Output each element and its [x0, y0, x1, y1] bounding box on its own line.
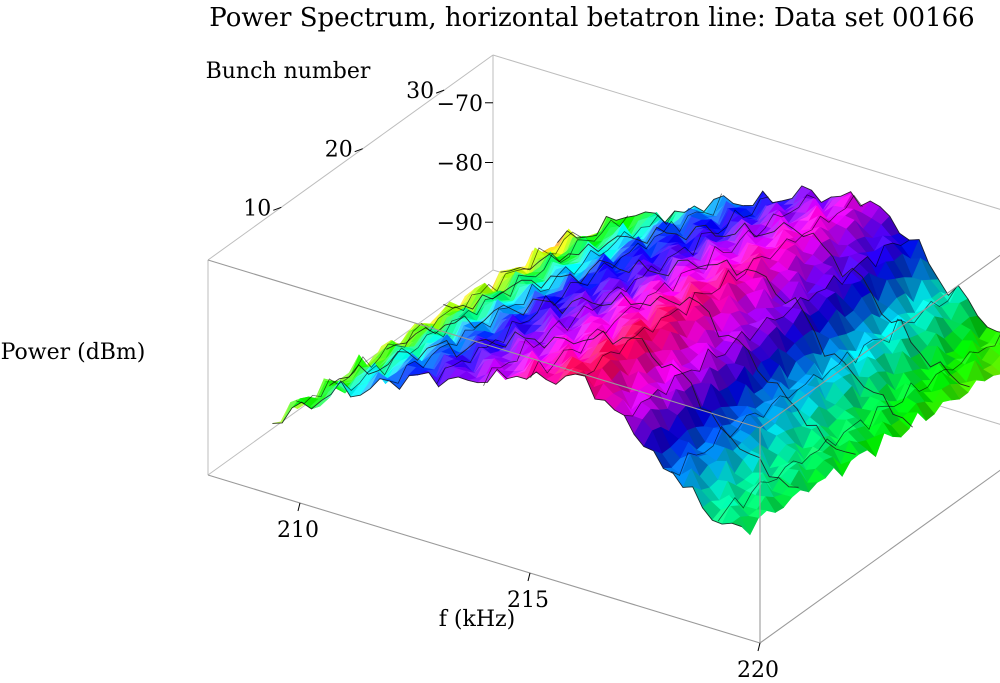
- box-edge-back-2: [492, 54, 1000, 210]
- frequency-line-2: [389, 210, 676, 384]
- box-edge-back-5: [207, 54, 494, 261]
- box-edge-front-1: [759, 469, 1000, 644]
- z-tick-label: −80: [437, 152, 483, 177]
- x-tick-label: 210: [277, 518, 319, 543]
- y-tick-mark: [435, 89, 445, 94]
- frequency-line-7: [624, 239, 910, 417]
- y-tick-label: 20: [325, 138, 353, 163]
- frequency-line-5: [530, 194, 816, 379]
- frequency-line-1: [342, 215, 629, 391]
- bunch-line-29: [500, 222, 970, 388]
- x-tick-label: 220: [737, 658, 779, 683]
- y-tick-mark: [273, 206, 282, 211]
- y-tick-label: 30: [406, 79, 434, 104]
- frequency-line-9: [717, 334, 1000, 522]
- bunch-line-1: [272, 368, 742, 528]
- x-axis-title: f (kHz): [439, 607, 515, 632]
- y-tick-label: 10: [243, 196, 271, 221]
- frequency-line-4: [483, 196, 769, 386]
- x-tick-mark: [297, 502, 301, 512]
- bunch-line-36: [557, 185, 1000, 333]
- box-edge-front-3: [207, 259, 761, 429]
- bunch-contour-lines: [272, 185, 1000, 528]
- frequency-line-0: [295, 231, 582, 404]
- x-tick-label: 215: [507, 588, 549, 613]
- y-tick-mark: [354, 148, 363, 153]
- frequency-line-8: [671, 287, 957, 476]
- z-tick-label: −90: [437, 211, 483, 236]
- bunch-line-22: [443, 259, 913, 428]
- z-axis-title: Power (dBm): [1, 340, 146, 365]
- x-tick-mark: [527, 572, 531, 582]
- surface-mesh: [272, 185, 1000, 536]
- frequency-line-3: [436, 193, 722, 385]
- axis-ticks: 210 215 220 10 20 30−70 −80 −90: [243, 79, 779, 683]
- x-tick-mark: [757, 642, 761, 652]
- chart-title: Power Spectrum, horizontal betatron line…: [209, 3, 974, 33]
- bunch-line-15: [386, 291, 856, 455]
- box-edge-front-4: [759, 254, 1000, 429]
- y-axis-title: Bunch number: [206, 59, 371, 84]
- bounding-box-back: [207, 54, 1000, 476]
- z-tick-label: −70: [437, 92, 483, 117]
- frequency-line-6: [577, 194, 863, 376]
